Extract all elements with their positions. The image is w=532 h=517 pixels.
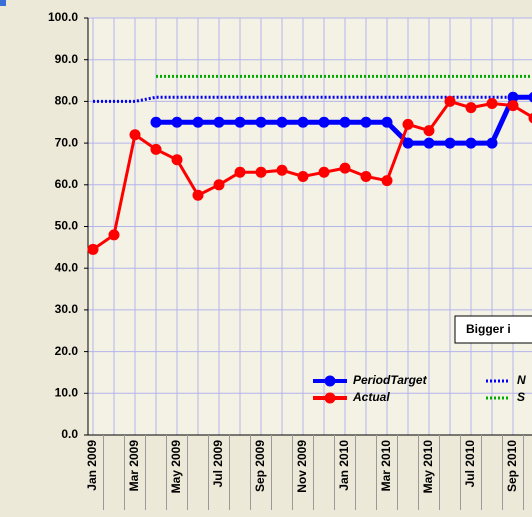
point [528, 112, 532, 124]
x-tick-label: Mar 2010 [379, 440, 393, 492]
x-tick-label: Jan 2010 [337, 440, 351, 491]
point [360, 116, 372, 128]
point [297, 170, 309, 182]
legend-label: PeriodTarget [353, 373, 428, 387]
point [402, 118, 414, 130]
y-tick-label: 10.0 [55, 385, 79, 399]
point [213, 116, 225, 128]
point [465, 137, 477, 149]
point [423, 137, 435, 149]
point [381, 116, 393, 128]
point [318, 116, 330, 128]
y-tick-label: 100.0 [48, 10, 78, 24]
x-tick-label: Sep 2009 [253, 440, 267, 492]
legend-marker [324, 392, 336, 404]
point [192, 116, 204, 128]
point [276, 164, 288, 176]
point [171, 154, 183, 166]
legend-label: N [517, 373, 526, 387]
point [360, 170, 372, 182]
legend-marker [324, 375, 336, 387]
point [213, 179, 225, 191]
x-tick-label: Jul 2010 [463, 440, 477, 488]
point [444, 137, 456, 149]
x-tick-label: Nov 2009 [295, 440, 309, 493]
point [339, 162, 351, 174]
point [150, 143, 162, 155]
point [507, 100, 519, 112]
annotation-box [454, 315, 532, 344]
x-tick-label: Sep 2010 [505, 440, 519, 492]
y-tick-label: 40.0 [55, 260, 79, 274]
x-tick-label: May 2010 [421, 440, 435, 494]
y-tick-label: 70.0 [55, 135, 79, 149]
point [339, 116, 351, 128]
point [234, 116, 246, 128]
series-line [92, 99, 532, 251]
x-tick-label: Mar 2009 [127, 440, 141, 492]
legend-label: S [517, 390, 525, 404]
x-tick-label: Jan 2009 [85, 440, 99, 491]
point [87, 243, 99, 255]
point [297, 116, 309, 128]
point [234, 166, 246, 178]
y-tick-label: 90.0 [55, 52, 79, 66]
series-line [93, 95, 532, 103]
point [402, 137, 414, 149]
point [276, 116, 288, 128]
corner-icon [0, 0, 6, 6]
point [192, 189, 204, 201]
annotation: Bigger i [466, 322, 511, 336]
y-tick-label: 50.0 [55, 219, 79, 233]
point [129, 129, 141, 141]
point [486, 137, 498, 149]
x-tick-label: May 2009 [169, 440, 183, 494]
y-tick-label: 30.0 [55, 302, 79, 316]
x-tick-label: Jul 2009 [211, 440, 225, 488]
point [444, 95, 456, 107]
point [528, 92, 532, 103]
point [465, 102, 477, 114]
point [255, 116, 267, 128]
y-tick-label: 60.0 [55, 177, 79, 191]
point [108, 229, 120, 241]
point [486, 97, 498, 109]
point [507, 91, 519, 103]
point [150, 116, 162, 128]
point [171, 116, 183, 128]
point [423, 125, 435, 137]
point [318, 166, 330, 178]
y-tick-label: 20.0 [55, 344, 79, 358]
point [381, 175, 393, 187]
legend-label: Actual [352, 390, 390, 404]
y-tick-label: 0.0 [61, 427, 78, 441]
point [255, 166, 267, 178]
y-tick-label: 80.0 [55, 94, 79, 108]
